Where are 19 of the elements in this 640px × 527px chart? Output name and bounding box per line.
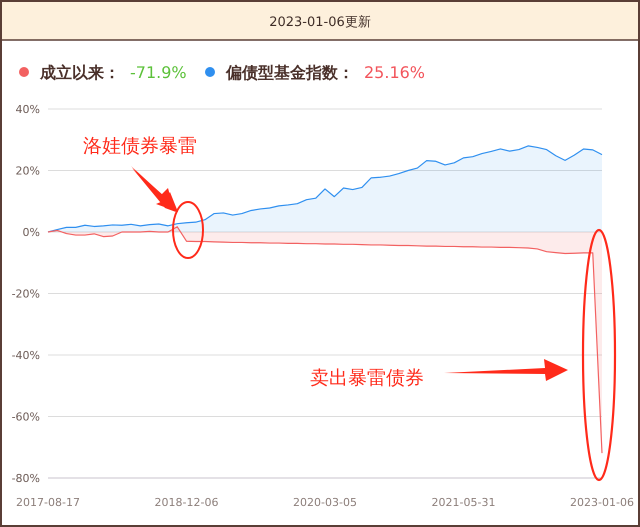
annotation: 洛娃债券暴雷 (83, 135, 197, 157)
legend-label: 成立以来： (39, 63, 120, 82)
y-tick-label: -80% (12, 472, 40, 485)
y-tick-label: 0% (22, 226, 40, 239)
x-tick-label: 2023-01-06 (570, 496, 634, 509)
annotation: 卖出暴雷债券 (310, 367, 424, 389)
x-tick-label: 2021-05-31 (432, 496, 496, 509)
x-tick-label: 2020-03-05 (293, 496, 357, 509)
y-tick-label: 20% (16, 164, 40, 178)
text: 25.16% (364, 63, 426, 82)
y-tick-label: -60% (12, 410, 40, 424)
chart-title: 2023-01-06更新 (269, 15, 371, 30)
text: -71.9% (130, 63, 187, 82)
x-tick-label: 2017-08-17 (16, 496, 80, 509)
y-tick-label: 40% (16, 103, 40, 116)
y-tick-label: -40% (12, 349, 40, 362)
legend-label: 偏债型基金指数： (225, 63, 354, 82)
x-tick-label: 2018-12-06 (154, 496, 218, 509)
y-tick-label: -20% (12, 288, 40, 300)
